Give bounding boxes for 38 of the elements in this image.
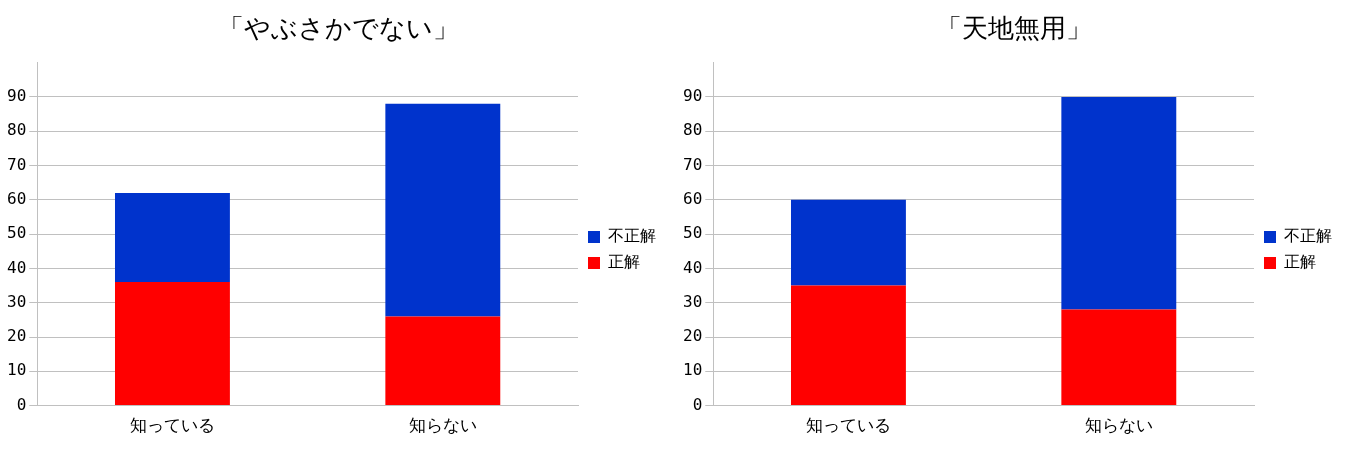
y-tick-label: 30 — [7, 291, 27, 311]
y-tick-label: 80 — [7, 120, 27, 140]
bar — [1061, 96, 1177, 310]
bar — [791, 285, 906, 406]
y-tick-label: 60 — [7, 188, 27, 208]
chart-title: 「天地無用」 — [935, 12, 1093, 45]
legend-label: 正解 — [1284, 252, 1316, 272]
legend-label: 不正解 — [1284, 226, 1332, 246]
bar — [115, 282, 230, 406]
y-tick-label: 10 — [683, 360, 703, 380]
bar — [791, 199, 906, 286]
y-tick-label: 0 — [16, 394, 27, 414]
y-tick-label: 30 — [683, 291, 703, 311]
y-tick-label: 50 — [683, 223, 703, 243]
bar — [385, 316, 501, 406]
y-tick-label: 10 — [7, 360, 27, 380]
y-tick-label: 60 — [683, 188, 703, 208]
bar — [115, 192, 230, 283]
y-tick-label: 70 — [7, 154, 27, 174]
y-tick-label: 80 — [683, 120, 703, 140]
y-tick-label: 20 — [7, 326, 27, 346]
bar — [385, 103, 501, 317]
y-tick-label: 40 — [7, 257, 27, 277]
legend-label: 正解 — [608, 252, 640, 272]
y-tick-label: 90 — [683, 86, 703, 106]
y-tick-label: 50 — [7, 223, 27, 243]
x-tick-label: 知っている — [129, 415, 215, 436]
bar — [1061, 309, 1177, 406]
y-tick-label: 40 — [683, 257, 703, 277]
chart-title: 「やぶさかでない」 — [216, 12, 460, 45]
x-tick-label: 知っている — [805, 415, 891, 436]
x-tick-label: 知らない — [408, 415, 477, 436]
y-tick-label: 90 — [7, 86, 27, 106]
x-tick-label: 知らない — [1084, 415, 1153, 436]
legend-label: 不正解 — [608, 226, 656, 246]
y-tick-label: 0 — [692, 394, 703, 414]
y-tick-label: 20 — [683, 326, 703, 346]
y-tick-label: 70 — [683, 154, 703, 174]
